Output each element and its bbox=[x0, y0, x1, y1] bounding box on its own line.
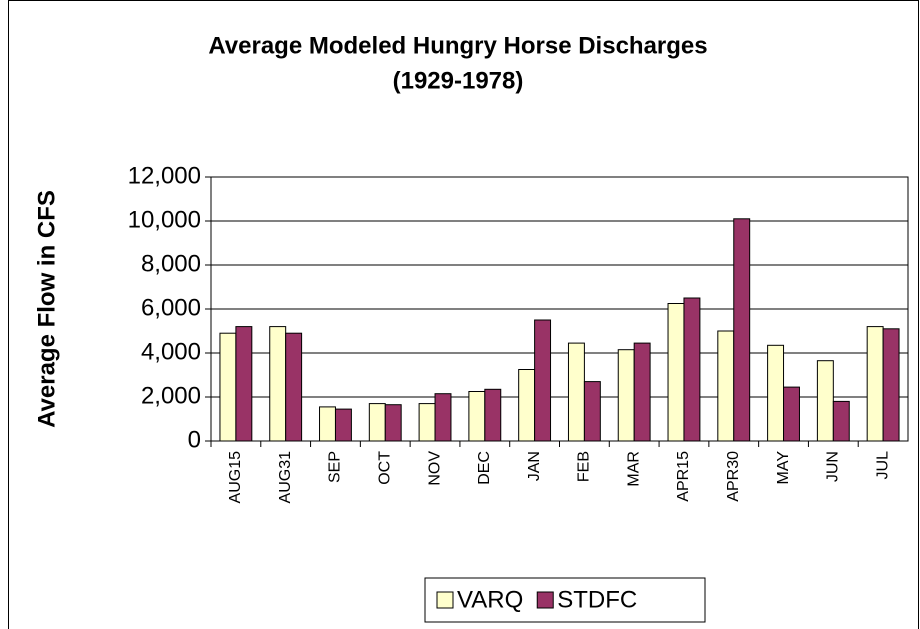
bar bbox=[583, 381, 601, 442]
legend-swatch bbox=[436, 591, 454, 609]
bar bbox=[767, 344, 785, 442]
y-tick-label: 10,000 bbox=[128, 206, 201, 233]
bar bbox=[434, 393, 452, 442]
x-tick-label: JUN bbox=[825, 451, 842, 482]
bar bbox=[567, 342, 585, 442]
x-tick-label: AUG15 bbox=[227, 451, 244, 504]
x-tick-label: APR15 bbox=[675, 451, 692, 502]
y-tick-label: 12,000 bbox=[128, 162, 201, 189]
x-tick-label: JUL bbox=[874, 451, 891, 480]
x-tick-label: DEC bbox=[476, 451, 493, 485]
bar bbox=[269, 326, 287, 442]
bar bbox=[683, 297, 701, 442]
x-tick-label: JAN bbox=[526, 451, 543, 481]
bar bbox=[534, 319, 552, 442]
x-tick-label: NOV bbox=[426, 451, 443, 486]
bar bbox=[368, 403, 386, 442]
bar bbox=[319, 406, 336, 442]
y-tick-label: 4,000 bbox=[141, 338, 201, 365]
bar bbox=[418, 403, 436, 442]
x-tick-label: MAY bbox=[775, 451, 792, 485]
y-tick-label: 8,000 bbox=[141, 250, 201, 277]
bar bbox=[334, 408, 352, 442]
x-tick-label: OCT bbox=[376, 451, 393, 485]
bar bbox=[484, 388, 502, 442]
bar bbox=[866, 326, 884, 442]
x-tick-label: FEB bbox=[576, 451, 593, 482]
y-tick-label: 2,000 bbox=[141, 382, 201, 409]
y-tick-label: 0 bbox=[188, 426, 201, 453]
y-tick-label: 6,000 bbox=[141, 294, 201, 321]
bar bbox=[219, 332, 237, 442]
bar bbox=[832, 400, 850, 442]
y-axis-label: Average Flow in CFS bbox=[33, 190, 60, 428]
bar bbox=[384, 404, 402, 442]
x-tick-label: SEP bbox=[327, 451, 344, 483]
bar bbox=[518, 369, 536, 442]
bar bbox=[617, 349, 635, 442]
legend-label: STDFC bbox=[557, 586, 637, 613]
bar bbox=[717, 330, 735, 442]
bar bbox=[235, 326, 253, 442]
chart-title: Average Modeled Hungry Horse Discharges bbox=[208, 32, 707, 59]
bar bbox=[882, 328, 900, 442]
legend-label: VARQ bbox=[457, 586, 523, 613]
legend-swatch bbox=[536, 591, 554, 609]
bar bbox=[816, 360, 834, 442]
chart-subtitle: (1929-1978) bbox=[393, 67, 524, 94]
x-tick-label: APR30 bbox=[725, 451, 742, 502]
bar bbox=[783, 386, 800, 442]
legend-box bbox=[424, 577, 706, 623]
bar bbox=[667, 303, 685, 442]
bar bbox=[468, 391, 486, 442]
bar bbox=[285, 332, 303, 442]
x-tick-label: AUG31 bbox=[277, 451, 294, 504]
x-tick-label: MAR bbox=[625, 451, 642, 487]
bar bbox=[733, 218, 751, 442]
bar bbox=[633, 342, 651, 442]
